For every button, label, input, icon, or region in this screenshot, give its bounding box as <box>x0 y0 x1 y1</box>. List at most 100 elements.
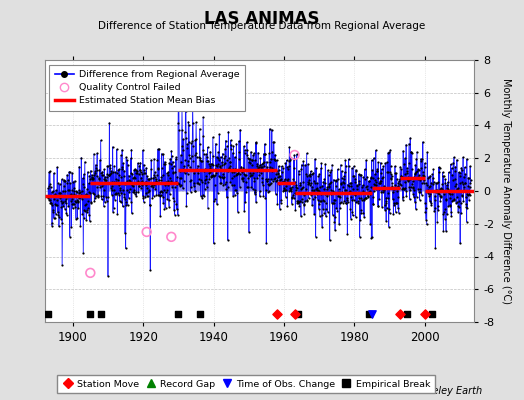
Point <box>327 191 335 197</box>
Point <box>109 209 117 215</box>
Point <box>379 189 387 196</box>
Point <box>108 187 116 194</box>
Point <box>144 192 152 199</box>
Point <box>195 154 203 160</box>
Point <box>341 186 349 193</box>
Point <box>419 139 427 145</box>
Point <box>102 177 110 184</box>
Point <box>198 178 206 185</box>
Point <box>306 173 314 179</box>
Point <box>124 162 132 168</box>
Point <box>391 170 399 177</box>
Point <box>181 81 190 88</box>
Point <box>102 179 111 185</box>
Point <box>71 198 80 204</box>
Point <box>404 177 412 183</box>
Point <box>140 167 148 174</box>
Point <box>198 158 206 164</box>
Point <box>418 156 427 162</box>
Point <box>257 164 265 170</box>
Point <box>143 185 151 191</box>
Point <box>364 192 372 199</box>
Point <box>154 165 162 171</box>
Point <box>402 193 411 200</box>
Point <box>425 184 433 190</box>
Point <box>103 163 112 169</box>
Point <box>272 178 280 184</box>
Point <box>105 171 114 177</box>
Point <box>291 184 300 190</box>
Point <box>423 188 432 194</box>
Point <box>135 183 143 189</box>
Point <box>369 194 378 201</box>
Point <box>425 198 434 204</box>
Point <box>104 172 113 178</box>
Point <box>241 199 249 205</box>
Point <box>294 199 302 206</box>
Point <box>102 193 110 200</box>
Point <box>424 174 433 180</box>
Point <box>282 176 291 183</box>
Point <box>260 162 268 169</box>
Point <box>353 183 361 190</box>
Point <box>96 137 105 144</box>
Point <box>416 186 424 192</box>
Point <box>461 164 469 170</box>
Point <box>252 140 260 146</box>
Point <box>246 172 254 179</box>
Point <box>393 176 401 182</box>
Point <box>433 202 442 209</box>
Point <box>362 157 370 164</box>
Point <box>400 186 408 192</box>
Point <box>336 162 345 168</box>
Point <box>355 195 363 202</box>
Point <box>328 190 336 196</box>
Point <box>207 173 215 179</box>
Point <box>208 173 216 180</box>
Point <box>127 155 135 161</box>
Point <box>106 170 115 176</box>
Point <box>253 168 261 174</box>
Point <box>450 154 458 161</box>
Point <box>429 188 437 194</box>
Text: Berkeley Earth: Berkeley Earth <box>410 386 482 396</box>
Point <box>429 166 438 172</box>
Point <box>285 163 293 170</box>
Point <box>45 169 53 176</box>
Point <box>385 206 394 212</box>
Point <box>104 273 112 279</box>
Point <box>49 207 58 213</box>
Point <box>181 129 189 136</box>
Point <box>337 180 345 186</box>
Point <box>260 159 268 166</box>
Point <box>299 184 307 191</box>
Point <box>121 230 129 236</box>
Point <box>275 167 283 173</box>
Point <box>352 168 361 174</box>
Point <box>433 218 441 225</box>
Point <box>155 192 163 198</box>
Point <box>191 188 200 195</box>
Point <box>292 151 301 158</box>
Point <box>341 157 350 164</box>
Point <box>58 262 67 268</box>
Point <box>190 183 198 189</box>
Point <box>119 160 127 166</box>
Point <box>222 186 231 192</box>
Point <box>263 178 271 185</box>
Point <box>150 173 159 180</box>
Point <box>300 202 308 208</box>
Point <box>440 191 449 198</box>
Point <box>232 187 240 193</box>
Point <box>76 194 84 200</box>
Point <box>54 180 62 186</box>
Point <box>204 170 213 176</box>
Point <box>202 176 211 182</box>
Point <box>441 179 450 186</box>
Point <box>206 162 215 169</box>
Point <box>275 181 283 187</box>
Point <box>126 178 135 184</box>
Point <box>191 137 200 143</box>
Point <box>277 200 285 206</box>
Point <box>465 184 474 190</box>
